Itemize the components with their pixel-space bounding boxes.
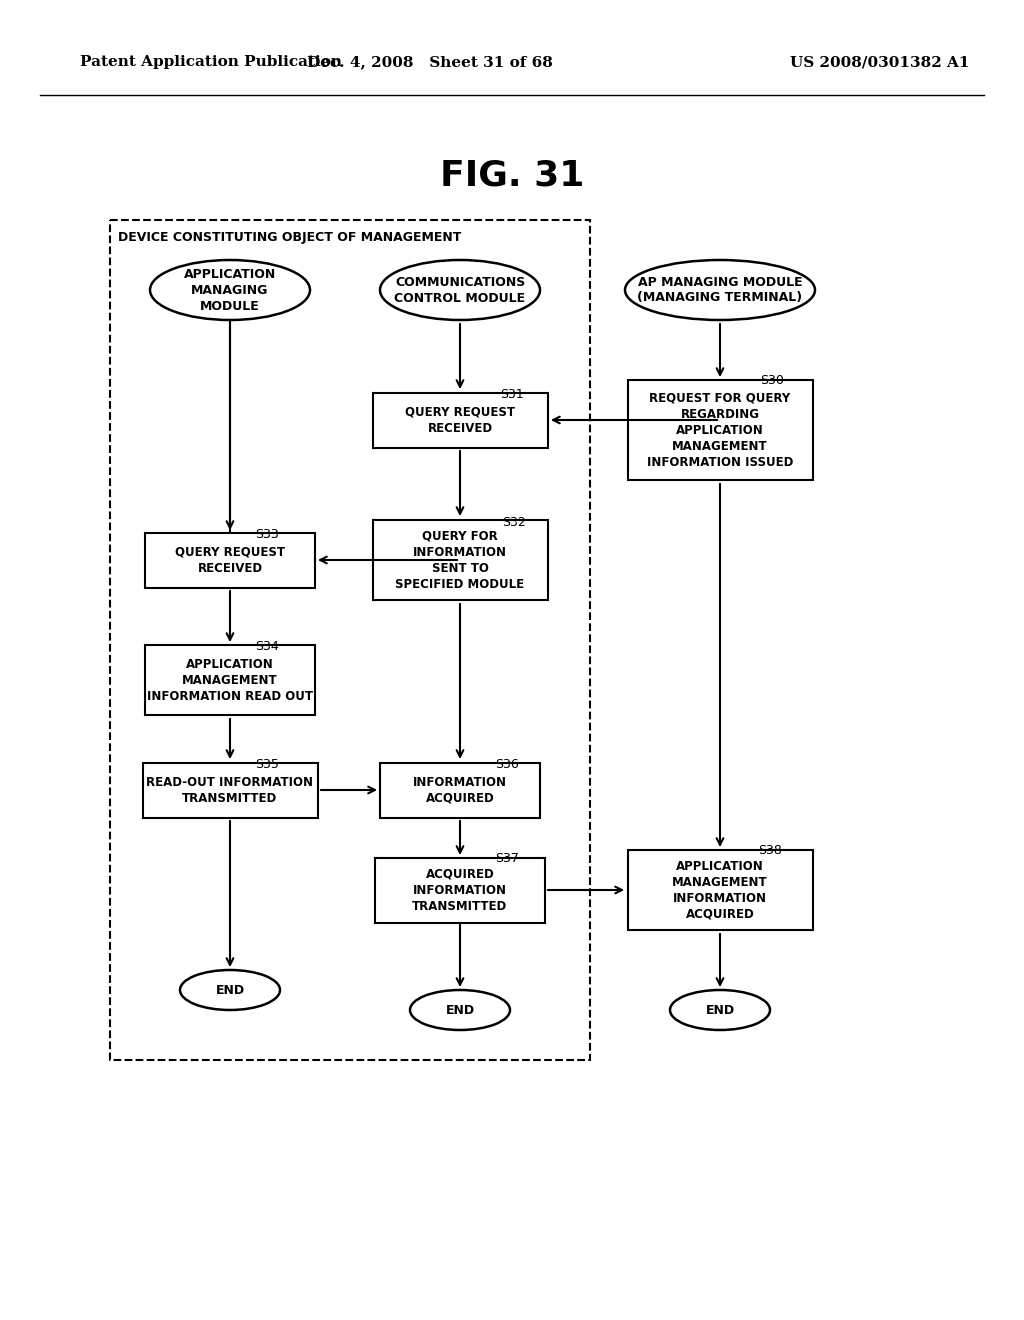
Text: QUERY REQUEST
RECEIVED: QUERY REQUEST RECEIVED xyxy=(175,545,285,574)
Text: S36: S36 xyxy=(495,759,519,771)
Text: S35: S35 xyxy=(255,759,279,771)
Ellipse shape xyxy=(150,260,310,319)
Ellipse shape xyxy=(380,260,540,319)
Text: APPLICATION
MANAGEMENT
INFORMATION
ACQUIRED: APPLICATION MANAGEMENT INFORMATION ACQUI… xyxy=(672,859,768,920)
Text: S37: S37 xyxy=(495,851,519,865)
Text: APPLICATION
MANAGEMENT
INFORMATION READ OUT: APPLICATION MANAGEMENT INFORMATION READ … xyxy=(147,657,313,702)
Text: END: END xyxy=(706,1003,734,1016)
FancyBboxPatch shape xyxy=(373,392,548,447)
Text: END: END xyxy=(445,1003,474,1016)
FancyBboxPatch shape xyxy=(373,520,548,601)
Text: S34: S34 xyxy=(255,639,279,652)
Text: INFORMATION
ACQUIRED: INFORMATION ACQUIRED xyxy=(413,776,507,804)
Text: READ-OUT INFORMATION
TRANSMITTED: READ-OUT INFORMATION TRANSMITTED xyxy=(146,776,313,804)
FancyBboxPatch shape xyxy=(145,532,315,587)
Text: S30: S30 xyxy=(760,374,784,387)
Text: Patent Application Publication: Patent Application Publication xyxy=(80,55,342,69)
FancyBboxPatch shape xyxy=(375,858,545,923)
Ellipse shape xyxy=(625,260,815,319)
Text: FIG. 31: FIG. 31 xyxy=(440,158,584,191)
Text: US 2008/0301382 A1: US 2008/0301382 A1 xyxy=(791,55,970,69)
Text: S33: S33 xyxy=(255,528,279,541)
Ellipse shape xyxy=(180,970,280,1010)
FancyBboxPatch shape xyxy=(110,220,590,1060)
Text: QUERY REQUEST
RECEIVED: QUERY REQUEST RECEIVED xyxy=(406,405,515,434)
Text: S32: S32 xyxy=(502,516,525,528)
FancyBboxPatch shape xyxy=(628,380,812,480)
Text: S38: S38 xyxy=(758,845,782,858)
Text: COMMUNICATIONS
CONTROL MODULE: COMMUNICATIONS CONTROL MODULE xyxy=(394,276,525,305)
Text: REQUEST FOR QUERY
REGARDING
APPLICATION
MANAGEMENT
INFORMATION ISSUED: REQUEST FOR QUERY REGARDING APPLICATION … xyxy=(647,392,794,469)
Text: END: END xyxy=(215,983,245,997)
FancyBboxPatch shape xyxy=(628,850,812,931)
Text: ACQUIRED
INFORMATION
TRANSMITTED: ACQUIRED INFORMATION TRANSMITTED xyxy=(413,867,508,912)
FancyBboxPatch shape xyxy=(380,763,540,817)
FancyBboxPatch shape xyxy=(145,645,315,715)
Text: DEVICE CONSTITUTING OBJECT OF MANAGEMENT: DEVICE CONSTITUTING OBJECT OF MANAGEMENT xyxy=(118,231,462,244)
Text: AP MANAGING MODULE
(MANAGING TERMINAL): AP MANAGING MODULE (MANAGING TERMINAL) xyxy=(637,276,803,305)
Ellipse shape xyxy=(410,990,510,1030)
Text: Dec. 4, 2008   Sheet 31 of 68: Dec. 4, 2008 Sheet 31 of 68 xyxy=(307,55,553,69)
Ellipse shape xyxy=(670,990,770,1030)
Text: S31: S31 xyxy=(500,388,523,401)
Text: APPLICATION
MANAGING
MODULE: APPLICATION MANAGING MODULE xyxy=(184,268,276,313)
FancyBboxPatch shape xyxy=(142,763,317,817)
Text: QUERY FOR
INFORMATION
SENT TO
SPECIFIED MODULE: QUERY FOR INFORMATION SENT TO SPECIFIED … xyxy=(395,529,524,590)
